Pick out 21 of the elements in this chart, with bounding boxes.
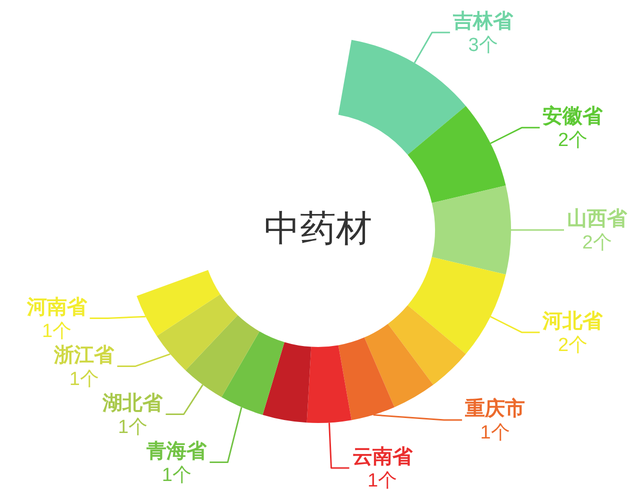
data-label: 1个 [42, 320, 72, 342]
slice-label: 河南省 [26, 296, 88, 318]
data-label: 1个 [118, 416, 148, 438]
data-label: 2个 [558, 334, 588, 356]
slice-label: 山西省 [567, 208, 628, 230]
slice-label: 青海省 [146, 440, 208, 462]
slice-label: 湖北省 [102, 392, 164, 414]
slice-label: 重庆市 [464, 397, 526, 420]
data-label: 1个 [69, 368, 99, 390]
slice-label: 安徽省 [542, 104, 604, 128]
slice-label: 河北省 [542, 310, 604, 332]
slice-label: 吉林省 [452, 10, 514, 33]
data-label: 2个 [582, 232, 612, 254]
data-label: 1个 [480, 422, 510, 444]
data-label: 1个 [162, 464, 192, 486]
slice-label: 云南省 [352, 446, 414, 468]
data-label: 3个 [468, 35, 498, 56]
text: 中药材 [264, 208, 372, 248]
data-label: 1个 [367, 470, 398, 492]
slice-label: 浙江省 [53, 344, 116, 366]
data-label: 2个 [558, 130, 588, 152]
